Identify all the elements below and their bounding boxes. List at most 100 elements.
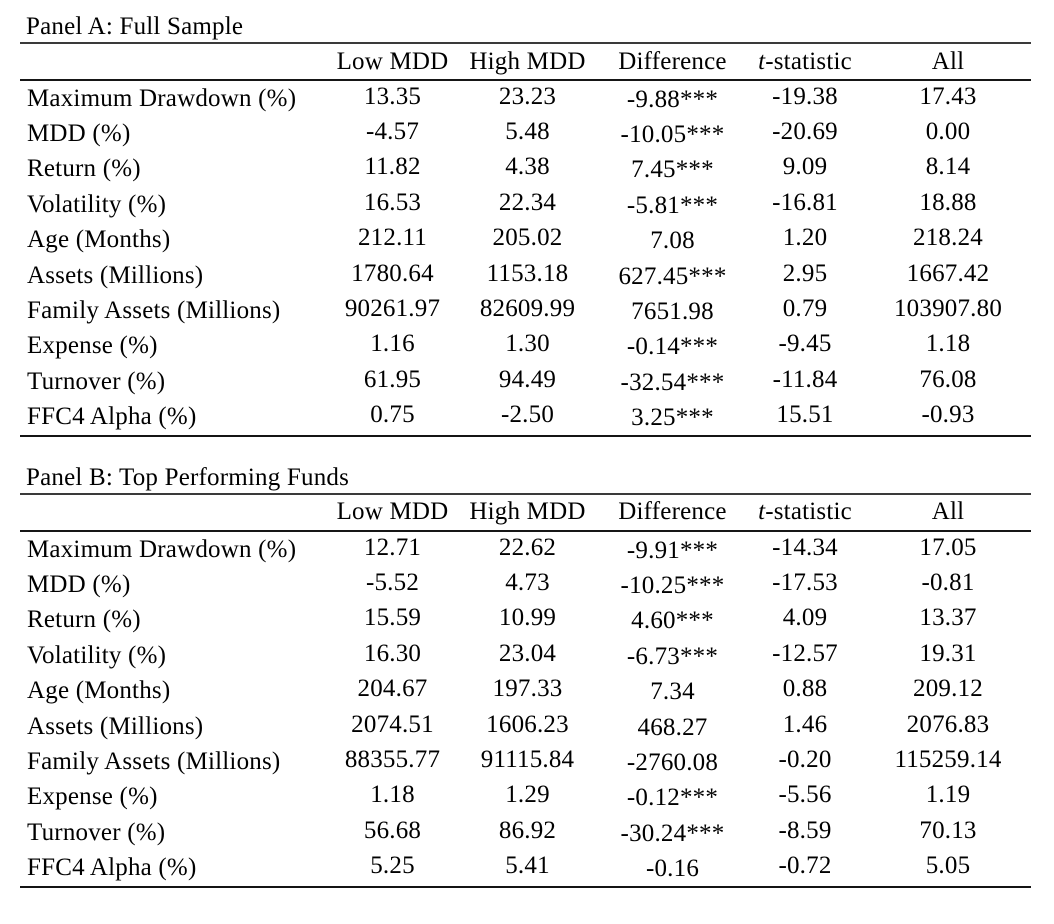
- cell-value: 5.48: [505, 118, 550, 146]
- column-header-difference: Difference: [600, 44, 745, 81]
- table-row: Age (Months) 212.11 205.02 7.08 1.20 218.24: [20, 223, 1031, 258]
- table-row: MDD (%) -5.52 4.73 -10.25*** -17.53 -0.81: [20, 567, 1031, 602]
- row-label: Maximum Drawdown (%): [27, 84, 297, 112]
- table-row: Maximum Drawdown (%) 12.71 22.62 -9.91*** -1…: [20, 531, 1031, 567]
- cell-value: 218.24: [913, 224, 983, 252]
- panel-a-title: Panel A: Full Sample: [20, 13, 1031, 44]
- panel-a-body: Maximum Drawdown (%) 13.35 23.23 -9.88*** -1…: [20, 80, 1031, 436]
- t-statistic-rest: -statistic: [765, 47, 852, 75]
- row-label: FFC4 Alpha (%): [27, 854, 197, 882]
- cell-value: 103907.80: [893, 295, 1003, 323]
- column-header-low-mdd: Low MDD: [330, 44, 455, 81]
- cell-value: 1.16: [370, 330, 415, 358]
- cell-value: 5.41: [505, 852, 550, 880]
- cell-value: 1780.64: [351, 259, 434, 287]
- cell-value: 12.71: [363, 533, 422, 561]
- row-label: Age (Months): [27, 677, 171, 705]
- cell-value: 13.37: [919, 604, 977, 632]
- table-row: Return (%) 11.82 4.38 7.45*** 9.09 8.14: [20, 152, 1031, 187]
- column-header-high-mdd: High MDD: [455, 494, 600, 532]
- row-label: Turnover (%): [27, 818, 166, 846]
- cell-value: 8.14: [925, 153, 971, 181]
- cell-value: -8.59: [778, 816, 832, 844]
- panel-b-header-row: Low MDD High MDD Difference t-statistic …: [20, 494, 1031, 532]
- table-row: Turnover (%) 56.68 86.92 -30.24*** -8.59 70.1…: [20, 815, 1031, 850]
- cell-value: 205.02: [492, 224, 563, 252]
- cell-value: 627.45***: [618, 262, 727, 290]
- cell-value: 22.62: [498, 533, 557, 561]
- cell-value: -9.88***: [626, 85, 719, 113]
- cell-value: 9.09: [782, 153, 828, 181]
- row-label: Family Assets (Millions): [27, 297, 281, 325]
- column-header-all: All: [865, 494, 1031, 532]
- column-header-all: All: [865, 44, 1031, 81]
- cell-value: -6.73***: [626, 642, 719, 670]
- cell-value: 115259.14: [894, 745, 1002, 773]
- cell-value: 88355.77: [344, 745, 441, 773]
- table-row: FFC4 Alpha (%) 0.75 -2.50 3.25*** 15.51 -0.93: [20, 400, 1031, 436]
- cell-value: -0.12***: [626, 784, 719, 812]
- cell-value: 1606.23: [486, 710, 569, 738]
- cell-value: -16.81: [772, 188, 838, 216]
- cell-value: 3.25***: [631, 404, 714, 432]
- cell-value: -11.84: [772, 365, 838, 393]
- t-statistic-italic-t: t: [758, 47, 766, 75]
- cell-value: 15.51: [776, 401, 834, 429]
- cell-value: 1.18: [925, 330, 971, 358]
- cell-value: 1.46: [782, 710, 828, 738]
- cell-value: 86.92: [498, 816, 557, 844]
- row-label: Turnover (%): [27, 367, 166, 395]
- table-row: Expense (%) 1.18 1.29 -0.12*** -5.56 1.19: [20, 780, 1031, 815]
- cell-value: 204.67: [357, 675, 428, 703]
- cell-value: 18.88: [919, 188, 977, 216]
- cell-value: 70.13: [919, 816, 977, 844]
- cell-value: -10.25***: [620, 571, 725, 599]
- row-label: MDD (%): [27, 570, 131, 598]
- cell-value: 2074.51: [351, 710, 434, 738]
- row-label: Family Assets (Millions): [27, 747, 281, 775]
- panel-a-header-row: Low MDD High MDD Difference t-statistic …: [20, 44, 1031, 81]
- cell-value: -0.20: [778, 745, 832, 773]
- row-label: Assets (Millions): [27, 261, 204, 289]
- column-header-t-statistic: t-statistic: [745, 494, 865, 532]
- cell-value: -9.91***: [626, 536, 719, 564]
- cell-value: 4.60***: [631, 607, 714, 635]
- panel-b-body: Maximum Drawdown (%) 12.71 22.62 -9.91*** -1…: [20, 531, 1031, 887]
- cell-value: 0.79: [782, 295, 828, 323]
- cell-value: 4.73: [505, 568, 550, 596]
- cell-value: -2.50: [500, 401, 555, 429]
- cell-value: -12.57: [772, 639, 838, 667]
- cell-value: 7651.98: [631, 298, 714, 326]
- cell-value: -20.69: [772, 118, 838, 146]
- row-label: Expense (%): [27, 332, 158, 360]
- table-row: Volatility (%) 16.30 23.04 -6.73*** -12.57 19…: [20, 638, 1031, 673]
- cell-value: 1.30: [505, 330, 550, 358]
- cell-value: 15.59: [363, 604, 422, 632]
- cell-value: 17.43: [919, 82, 977, 110]
- table-row: MDD (%) -4.57 5.48 -10.05*** -20.69 0.00: [20, 116, 1031, 151]
- panel-b-title: Panel B: Top Performing Funds: [20, 464, 1031, 495]
- cell-value: -9.45: [778, 330, 832, 358]
- column-header-difference: Difference: [600, 494, 745, 532]
- cell-value: 17.05: [919, 533, 977, 561]
- row-label: Return (%): [27, 606, 141, 634]
- column-header-t-statistic: t-statistic: [745, 44, 865, 81]
- cell-value: 7.34: [650, 678, 695, 706]
- t-statistic-rest: -statistic: [765, 498, 852, 526]
- cell-value: 82609.99: [479, 295, 576, 323]
- cell-value: 197.33: [492, 675, 563, 703]
- cell-value: 7.45***: [631, 156, 714, 184]
- cell-value: 76.08: [919, 365, 977, 393]
- table-row: Family Assets (Millions) 88355.77 91115.84…: [20, 744, 1031, 779]
- paper-table-page: Panel A: Full Sample Low MDD High MDD Di…: [20, 13, 1031, 888]
- cell-value: 209.12: [913, 675, 983, 703]
- cell-value: 19.31: [919, 639, 977, 667]
- cell-value: 1.19: [925, 781, 971, 809]
- cell-value: -19.38: [772, 82, 838, 110]
- table-row: Family Assets (Millions) 90261.97 82609.99…: [20, 293, 1031, 328]
- cell-value: 91115.84: [480, 745, 575, 773]
- cell-value: 13.35: [363, 82, 422, 110]
- cell-value: 0.88: [782, 675, 828, 703]
- table-row: FFC4 Alpha (%) 5.25 5.41 -0.16 -0.72 5.05: [20, 850, 1031, 886]
- row-label: Age (Months): [27, 226, 171, 254]
